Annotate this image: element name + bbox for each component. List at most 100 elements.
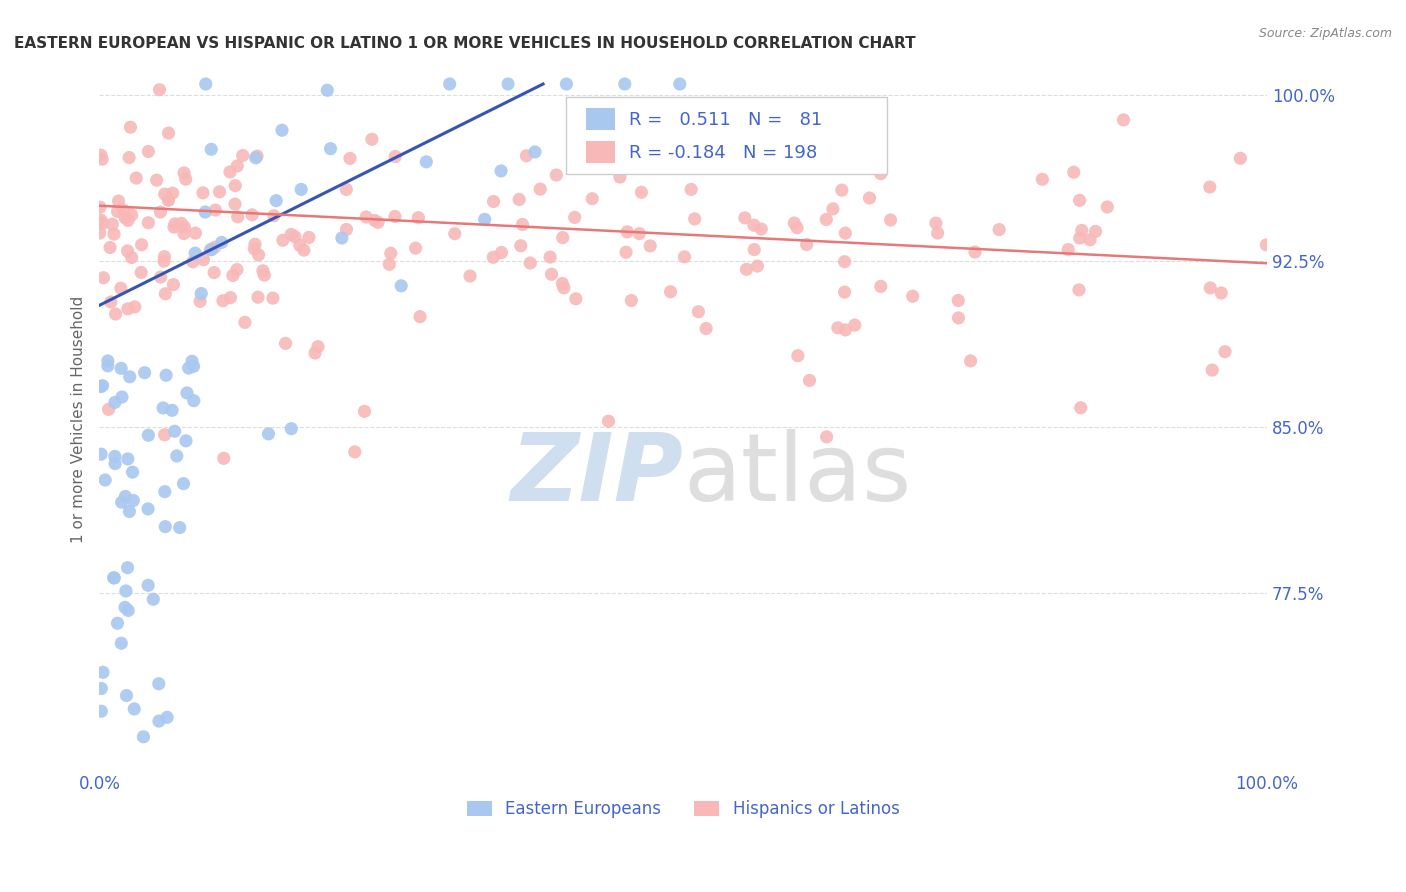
Point [169, 520, 191, 534]
Point [155, 519, 177, 533]
Point [104, 450, 127, 464]
Point [288, 238, 311, 252]
Point [734, 211, 756, 225]
Point [115, 584, 138, 599]
Point [834, 254, 856, 268]
Point [264, 194, 287, 208]
Point [363, 213, 385, 227]
Point [274, 336, 297, 351]
Point [160, 403, 183, 417]
Point [330, 231, 353, 245]
Point [110, 636, 132, 650]
Point [111, 390, 134, 404]
Point [90, 379, 112, 393]
Point [91, 153, 114, 167]
Point [173, 166, 195, 180]
Point [138, 428, 160, 442]
Point [122, 493, 145, 508]
Point [673, 250, 696, 264]
Point [107, 194, 129, 208]
Point [613, 77, 636, 91]
Point [194, 205, 217, 219]
Point [103, 227, 125, 241]
Point [384, 210, 406, 224]
Point [211, 235, 233, 250]
Point [94, 473, 117, 487]
Point [103, 571, 125, 585]
Point [204, 240, 226, 254]
Point [200, 142, 222, 156]
Point [749, 222, 772, 236]
Point [208, 185, 231, 199]
Point [97, 402, 120, 417]
Point [491, 245, 513, 260]
Point [233, 315, 256, 329]
Point [948, 293, 970, 308]
Point [174, 434, 197, 448]
Point [564, 211, 586, 225]
Point [91, 665, 114, 680]
Point [496, 77, 519, 91]
Point [148, 83, 170, 97]
Point [114, 490, 136, 504]
Point [118, 504, 141, 518]
Point [831, 183, 853, 197]
Point [222, 268, 245, 283]
Point [551, 230, 574, 244]
FancyBboxPatch shape [586, 141, 616, 163]
Point [319, 142, 342, 156]
Point [163, 220, 186, 235]
Point [1229, 151, 1251, 165]
Point [815, 212, 838, 227]
Point [156, 710, 179, 724]
Y-axis label: 1 or more Vehicles in Household: 1 or more Vehicles in Household [72, 295, 86, 543]
Point [117, 560, 139, 574]
Point [246, 290, 269, 304]
Point [162, 186, 184, 201]
Point [204, 203, 226, 218]
Point [93, 270, 115, 285]
Point [271, 233, 294, 247]
Point [1256, 238, 1278, 252]
Text: R =   0.511   N =   81: R = 0.511 N = 81 [630, 111, 823, 128]
Point [149, 205, 172, 219]
Point [121, 251, 143, 265]
Point [405, 241, 427, 255]
Point [173, 227, 195, 241]
Point [184, 246, 207, 260]
Point [723, 151, 745, 165]
Point [988, 222, 1011, 236]
Point [111, 495, 134, 509]
Point [290, 182, 312, 196]
Point [190, 286, 212, 301]
Point [184, 226, 207, 240]
Point [104, 307, 127, 321]
Point [361, 132, 384, 146]
Point [90, 681, 112, 696]
Point [879, 213, 901, 227]
Point [226, 210, 249, 224]
Legend: Eastern Europeans, Hispanics or Latinos: Eastern Europeans, Hispanics or Latinos [460, 794, 907, 825]
Point [551, 277, 574, 291]
Point [298, 230, 321, 244]
Point [89, 200, 111, 214]
Point [630, 186, 652, 200]
Point [114, 600, 136, 615]
Point [367, 215, 389, 229]
Point [252, 264, 274, 278]
Point [253, 268, 276, 282]
Point [519, 256, 541, 270]
Point [735, 262, 758, 277]
Point [226, 159, 249, 173]
Point [245, 151, 267, 165]
Point [284, 229, 307, 244]
Point [181, 354, 204, 368]
Point [131, 237, 153, 252]
Point [1070, 401, 1092, 415]
Point [482, 250, 505, 264]
Point [224, 197, 246, 211]
Point [91, 378, 114, 392]
Point [212, 451, 235, 466]
Point [122, 702, 145, 716]
Point [620, 293, 643, 308]
